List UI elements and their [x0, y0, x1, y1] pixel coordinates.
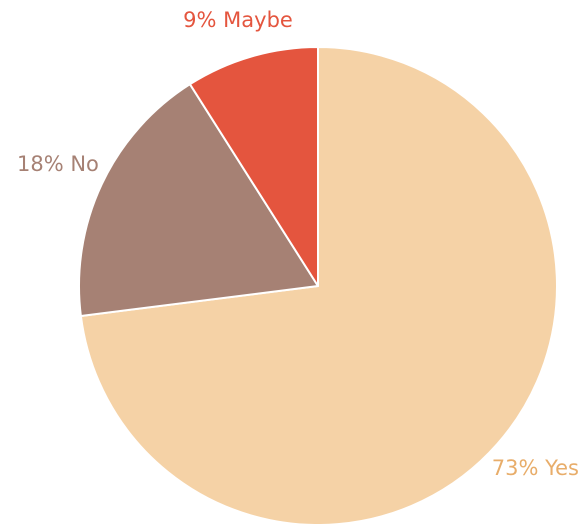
pie-label-no: 18% No: [17, 152, 99, 176]
pie-labels: 73% Yes 18% No 9% Maybe: [13, 6, 583, 482]
pie-label-background: [179, 6, 297, 34]
pie-label-background: [487, 454, 583, 482]
pie-label-background: [13, 150, 103, 178]
pie-slice-no: [78, 83, 319, 317]
pie-label-maybe: 9% Maybe: [183, 8, 293, 32]
pie-slice-maybe: [188, 46, 319, 287]
pie-label-yes: 73% Yes: [492, 456, 579, 480]
pie-slices: [78, 46, 558, 524]
